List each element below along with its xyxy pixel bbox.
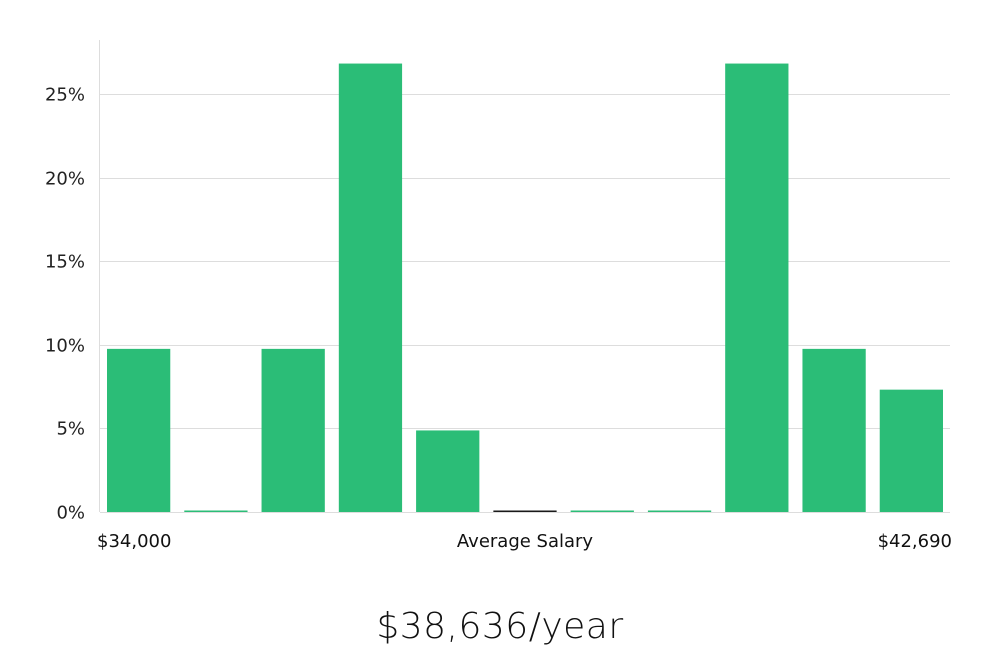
bar (107, 348, 171, 512)
bar (570, 510, 634, 512)
y-tick-labels: 0% 5% 10% 15% 20% 25% (45, 85, 85, 524)
bar (879, 389, 943, 512)
x-min-label: $34,000 (97, 531, 171, 552)
bar (338, 63, 403, 512)
y-tick-label: 15% (45, 252, 85, 273)
bar (261, 348, 325, 512)
bar (493, 510, 557, 512)
bar (647, 510, 712, 512)
x-axis-title: Average Salary (457, 531, 594, 552)
y-tick-label: 0% (56, 503, 85, 524)
y-tick-label: 20% (45, 169, 85, 190)
salary-histogram: 0%5%10%15%20%25% $34,000 Average Salary … (45, 40, 952, 552)
bar (802, 348, 866, 512)
grid-lines (100, 94, 950, 513)
y-tick-label: 25% (45, 85, 85, 106)
bars (107, 63, 943, 512)
bar (184, 510, 248, 512)
x-max-label: $42,690 (878, 531, 952, 552)
bar (725, 63, 789, 512)
y-tick-label: 10% (45, 336, 85, 357)
average-salary: $38,636/year (376, 606, 624, 647)
y-tick-label: 5% (56, 419, 85, 440)
bar (416, 430, 480, 512)
